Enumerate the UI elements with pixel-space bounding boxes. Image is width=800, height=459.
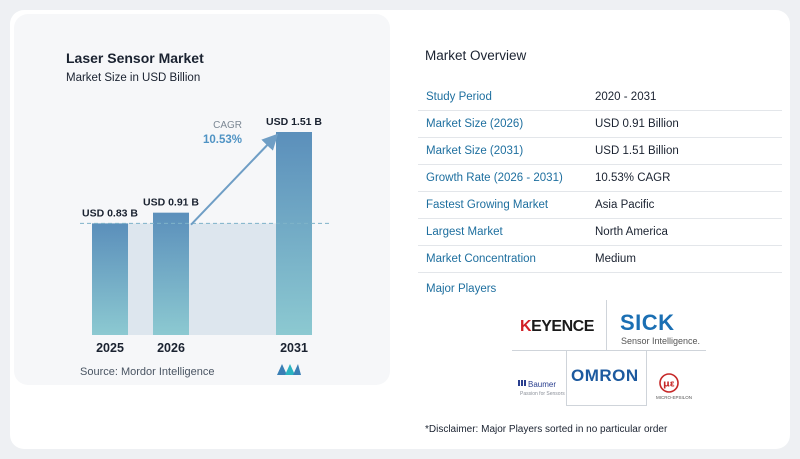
logo-divider — [512, 350, 706, 351]
overview-key: Largest Market — [418, 218, 587, 246]
omron-logo: OMRON — [571, 366, 639, 385]
overview-title: Market Overview — [425, 48, 527, 63]
table-row: Study Period 2020 - 2031 — [418, 84, 782, 111]
mordor-logo-icon — [277, 364, 301, 375]
table-row: Market Concentration Medium — [418, 245, 782, 273]
overview-value: Medium — [587, 245, 782, 273]
keyence-logo-initial: K — [520, 318, 532, 335]
overview-key: Study Period — [418, 84, 587, 111]
data-label: USD 0.91 B — [143, 197, 199, 209]
disclaimer: *Disclaimer: Major Players sorted in no … — [425, 424, 668, 435]
overview-key: Market Size (2031) — [418, 137, 587, 165]
micro-epsilon-logo: MICRO-EPSILON — [656, 395, 693, 400]
tick-label: 2031 — [280, 341, 308, 355]
logo-divider — [566, 350, 567, 406]
baumer-tagline: Passion for Sensors — [520, 391, 565, 397]
bar — [92, 223, 128, 335]
overview-value: 10.53% CAGR — [587, 164, 782, 192]
svg-text:με: με — [663, 380, 675, 390]
baumer-logo-icon — [518, 380, 526, 386]
tick-label: 2026 — [157, 341, 185, 355]
overview-value: 2020 - 2031 — [587, 84, 782, 111]
overview-key: Market Concentration — [418, 245, 587, 273]
chart-subtitle: Market Size in USD Billion — [66, 72, 201, 84]
major-players-label: Major Players — [426, 283, 497, 295]
micro-epsilon-logo-icon: με — [659, 373, 679, 393]
keyence-logo: KEYENCE — [520, 318, 594, 336]
data-label: USD 1.51 B — [266, 116, 322, 128]
source-note: Source: Mordor Intelligence — [80, 366, 215, 378]
table-row: Market Size (2026) USD 0.91 Billion — [418, 110, 782, 138]
overview-value: North America — [587, 218, 782, 246]
overview-value: USD 0.91 Billion — [587, 110, 782, 138]
table-row: Market Size (2031) USD 1.51 Billion — [418, 137, 782, 165]
logo-divider — [646, 350, 647, 406]
overview-key: Market Size (2026) — [418, 110, 587, 138]
overview-key: Fastest Growing Market — [418, 191, 587, 219]
cagr-label: CAGR — [213, 120, 242, 131]
sick-logo: SICK — [620, 310, 675, 335]
chart-title: Laser Sensor Market — [66, 50, 204, 66]
data-label: USD 0.83 B — [82, 207, 138, 219]
logo-divider — [566, 405, 646, 406]
table-row: Fastest Growing Market Asia Pacific — [418, 191, 782, 219]
sick-tagline: Sensor Intelligence. — [621, 336, 701, 346]
overview-key: Growth Rate (2026 - 2031) — [418, 164, 587, 192]
cagr-value: 10.53% — [203, 134, 242, 146]
baumer-logo: Baumer — [528, 380, 557, 389]
tick-label: 2025 — [96, 341, 124, 355]
cagr-arrow — [190, 133, 279, 226]
bar — [153, 212, 189, 335]
overview-value: USD 1.51 Billion — [587, 137, 782, 165]
logo-divider — [606, 300, 607, 350]
table-row: Largest Market North America — [418, 218, 782, 246]
keyence-logo-rest: EYENCE — [531, 318, 594, 335]
table-row: Growth Rate (2026 - 2031) 10.53% CAGR — [418, 164, 782, 192]
bar — [276, 132, 312, 335]
overview-table: Study Period 2020 - 2031 Market Size (202… — [418, 84, 782, 273]
overview-value: Asia Pacific — [587, 191, 782, 219]
